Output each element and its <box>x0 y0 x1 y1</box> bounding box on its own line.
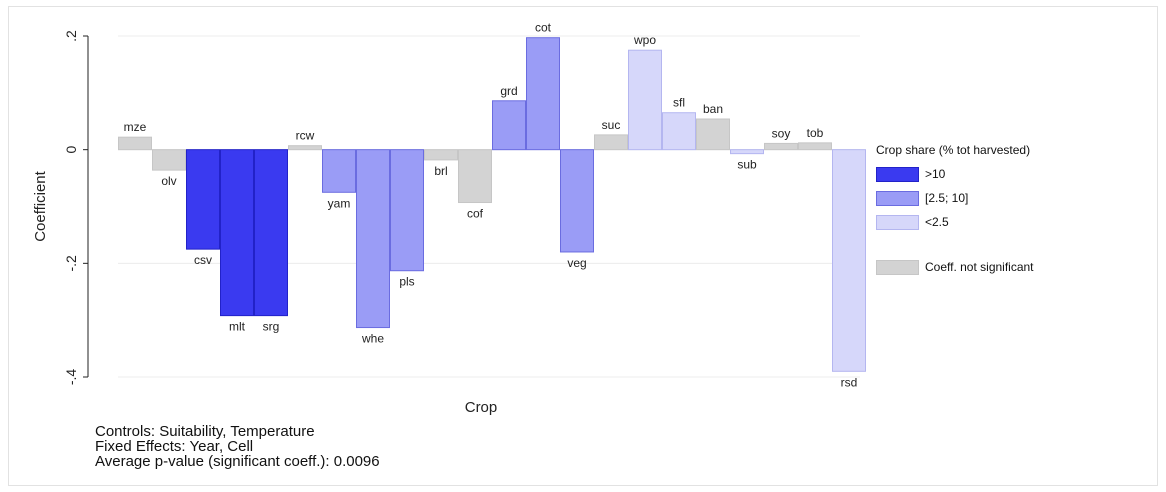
bar-label-sub: sub <box>737 158 757 172</box>
y-axis-label: Coefficient <box>32 170 49 241</box>
bar-label-srg: srg <box>263 320 280 334</box>
bar-sfl <box>662 112 696 151</box>
legend-label-lt2_5: <2.5 <box>925 215 949 229</box>
bar-rsd <box>832 149 866 372</box>
chart-notes: Controls: Suitability, Temperature Fixed… <box>95 424 380 469</box>
bar-label-olv: olv <box>161 174 176 188</box>
bar-ban <box>696 118 730 151</box>
bar-label-suc: suc <box>602 118 621 132</box>
bar-label-csv: csv <box>194 253 212 267</box>
bar-label-whe: whe <box>361 332 384 346</box>
bar-label-sfl: sfl <box>673 96 685 110</box>
legend-swatch-ns <box>876 259 919 275</box>
note-fixed-effects: Fixed Effects: Year, Cell <box>95 438 254 455</box>
note-controls: Controls: Suitability, Temperature <box>95 423 315 440</box>
legend-item-ns: Coeff. not significant <box>876 259 1034 275</box>
x-axis-label: Crop <box>465 399 498 416</box>
bar-cot <box>526 37 560 151</box>
y-tick-label: -.2 <box>63 255 79 272</box>
bar-rcw <box>288 145 322 151</box>
legend-title: Crop share (% tot harvested) <box>876 143 1031 157</box>
legend-label-ns: Coeff. not significant <box>925 260 1034 274</box>
legend-label-mid: [2.5; 10] <box>925 191 969 205</box>
bar-whe <box>356 149 390 329</box>
y-tick-label: -.4 <box>63 369 79 386</box>
bar-label-wpo: wpo <box>633 33 656 47</box>
legend-item-mid: [2.5; 10] <box>876 190 1034 206</box>
bar-tob <box>798 142 832 151</box>
legend-swatch-gt10 <box>876 166 919 182</box>
legend-label-gt10: >10 <box>925 167 946 181</box>
bar-label-brl: brl <box>434 164 447 178</box>
bar-brl <box>424 149 458 161</box>
bar-label-grd: grd <box>500 84 517 98</box>
bar-label-yam: yam <box>328 196 351 210</box>
legend-swatch-lt2_5 <box>876 214 919 230</box>
bar-pls <box>390 149 424 272</box>
bar-yam <box>322 149 356 193</box>
bar-label-ban: ban <box>703 102 723 116</box>
bar-label-mlt: mlt <box>229 320 246 334</box>
bar-label-rsd: rsd <box>841 375 858 389</box>
bar-mze <box>118 136 152 151</box>
legend-item-lt2_5: <2.5 <box>876 214 1034 230</box>
bar-label-mze: mze <box>124 120 147 134</box>
bar-label-rcw: rcw <box>296 129 315 143</box>
legend: Crop share (% tot harvested) >10 [2.5; 1… <box>876 143 1034 283</box>
bar-cof <box>458 149 492 204</box>
bar-label-veg: veg <box>567 256 586 270</box>
bar-label-pls: pls <box>399 275 414 289</box>
bar-label-soy: soy <box>772 126 791 140</box>
bar-suc <box>594 134 628 151</box>
bar-soy <box>764 142 798 151</box>
bar-olv <box>152 149 186 171</box>
y-tick-label: .2 <box>63 30 79 42</box>
bar-grd <box>492 100 526 151</box>
bar-label-tob: tob <box>807 126 824 140</box>
bar-srg <box>254 149 288 317</box>
bar-wpo <box>628 49 662 151</box>
bar-label-cof: cof <box>467 207 484 221</box>
bar-veg <box>560 149 594 253</box>
note-pvalue: Average p-value (significant coeff.): 0.… <box>95 453 380 470</box>
legend-item-gt10: >10 <box>876 166 1034 182</box>
bar-sub <box>730 149 764 155</box>
bar-label-cot: cot <box>535 21 552 35</box>
y-tick-label: 0 <box>63 146 79 154</box>
legend-swatch-mid <box>876 190 919 206</box>
bar-csv <box>186 149 220 250</box>
chart-frame <box>8 6 1158 486</box>
bar-mlt <box>220 149 254 317</box>
